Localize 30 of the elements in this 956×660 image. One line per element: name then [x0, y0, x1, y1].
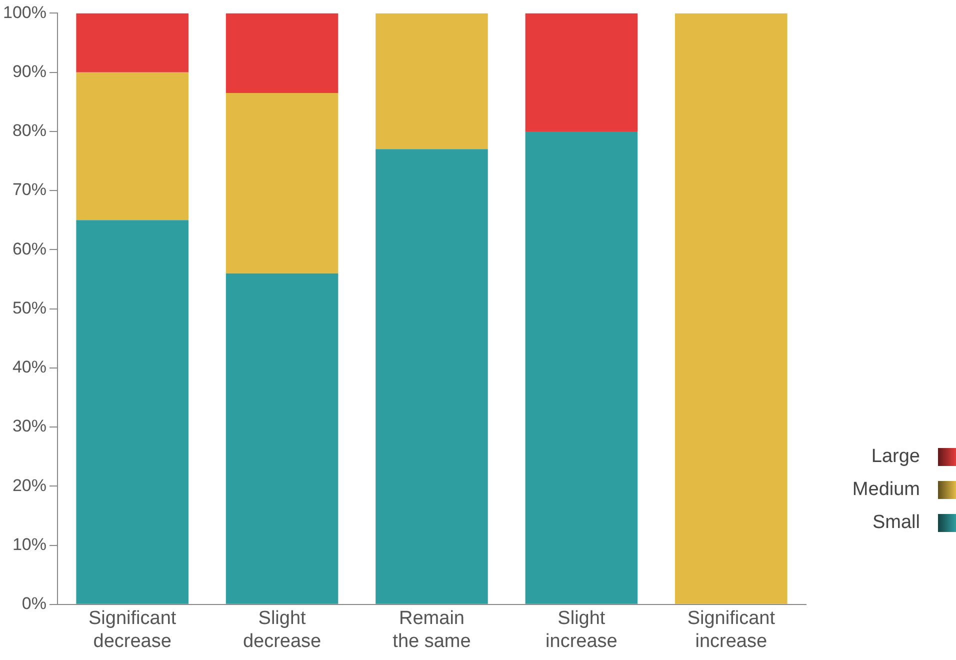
- bar: [76, 220, 188, 604]
- y-tick-label: 40%: [12, 358, 46, 377]
- y-tick-label: 80%: [12, 121, 46, 140]
- bar: [226, 93, 338, 274]
- y-tick-label: 50%: [12, 298, 46, 318]
- y-tick-label: 10%: [12, 534, 46, 554]
- legend-label: Large: [871, 446, 920, 468]
- legend-label: Small: [872, 512, 920, 534]
- y-tick-label: 90%: [12, 62, 46, 82]
- bar: [376, 149, 488, 604]
- bar: [76, 13, 188, 72]
- bar: [76, 72, 188, 220]
- y-tick-label: 20%: [12, 476, 46, 495]
- x-tick-label: Significant increase: [687, 608, 776, 652]
- y-tick-label: 60%: [12, 239, 46, 258]
- x-tick-label: Slight increase: [546, 608, 618, 652]
- legend-label: Medium: [852, 478, 920, 500]
- x-tick-label: Slight decrease: [242, 608, 322, 652]
- bar: [226, 13, 338, 94]
- bar: [675, 13, 788, 604]
- x-tick-label: Remain the same: [392, 608, 471, 652]
- bar: [525, 131, 638, 604]
- bar: [525, 13, 638, 132]
- x-tick-label: Significant decrease: [88, 608, 177, 652]
- bar: [376, 13, 488, 150]
- y-tick-label: 30%: [12, 416, 46, 436]
- y-tick-label: 0%: [22, 594, 46, 614]
- y-tick-label: 100%: [2, 2, 46, 22]
- bar: [226, 273, 338, 604]
- y-tick-label: 70%: [12, 180, 46, 200]
